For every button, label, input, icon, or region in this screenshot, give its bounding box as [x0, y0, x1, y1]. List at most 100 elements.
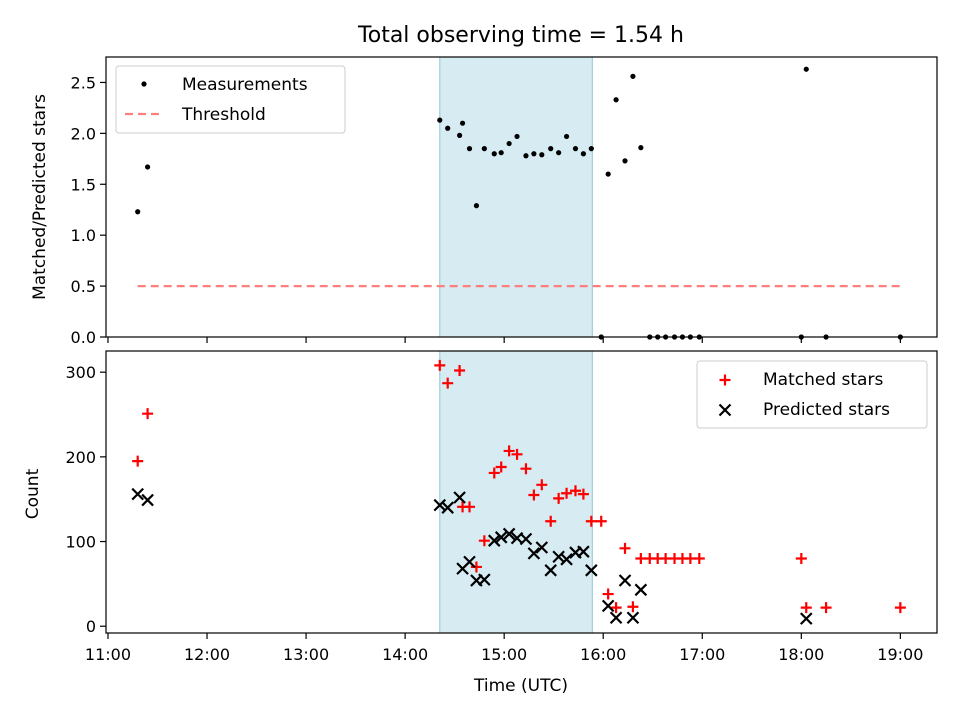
measurement-point	[588, 146, 594, 152]
predicted-stars-point	[799, 612, 813, 625]
predicted-stars-point	[487, 534, 501, 547]
measurement-point	[445, 125, 451, 131]
matched-stars-point	[693, 552, 705, 564]
measurement-point	[144, 164, 151, 170]
top-panel-frame	[105, 56, 938, 338]
measurement-point	[630, 73, 636, 79]
measurement-point	[580, 151, 587, 157]
predicted-stars-point	[618, 574, 632, 587]
y-tick-label: 2.5	[71, 73, 96, 92]
bottom-panel-marks	[131, 359, 906, 625]
y-tick-label: 0	[86, 617, 96, 636]
measurement-point	[506, 140, 512, 147]
predicted-stars-point	[527, 547, 541, 560]
bottom-panel-y-ticks: 0 100 200 300	[65, 363, 106, 636]
measurement-point	[491, 151, 497, 157]
bottom-panel-ylabel: Count	[23, 468, 43, 519]
top-panel: 0.0 0.5 1.0 1.5 2.0 2.5 Matched/Predicted sta…	[30, 56, 938, 347]
bottom-panel-shaded-interval	[439, 350, 593, 634]
measurement-point	[531, 151, 537, 157]
predicted-stars-point	[552, 550, 565, 564]
bottom-panel-legend: Matched stars Predicted stars	[696, 360, 928, 429]
measurement-point	[135, 209, 141, 215]
x-tick-label: 18:00	[778, 645, 824, 664]
predicted-stars-point	[626, 611, 640, 625]
predicted-stars-point	[535, 541, 549, 554]
matched-stars-point	[528, 489, 540, 501]
predicted-stars-point	[544, 564, 557, 577]
legend-swatch	[719, 374, 731, 386]
y-tick-label: 2.0	[71, 124, 96, 143]
x-tick-label: 13:00	[283, 645, 329, 664]
matched-stars-point	[434, 359, 446, 371]
predicted-stars-point	[141, 493, 154, 507]
predicted-stars-point	[585, 564, 598, 577]
matched-stars-point	[585, 515, 597, 527]
legend-swatch	[718, 403, 732, 417]
x-tick-label: 15:00	[481, 645, 527, 664]
predicted-stars-point	[494, 531, 508, 544]
matched-stars-point	[561, 487, 573, 499]
bottom-panel-frame	[105, 350, 938, 634]
measurement-point	[514, 133, 520, 140]
matched-stars-point	[464, 501, 476, 513]
measurement-point	[481, 146, 487, 152]
legend-swatch	[141, 81, 147, 87]
measurement-point	[572, 146, 579, 152]
bottom-panel: 0 100 200 300 11:00 12:00 13:00 14:00 15:00 16:0…	[23, 350, 938, 664]
matched-stars-point	[800, 602, 812, 614]
measurement-point	[459, 120, 466, 126]
matched-stars-point	[454, 364, 466, 376]
predicted-stars-point	[463, 555, 476, 569]
x-axis-label: Time (UTC)	[473, 676, 568, 696]
predicted-stars-point	[577, 545, 590, 558]
predicted-stars-point	[601, 599, 615, 613]
measurement-point	[466, 146, 473, 152]
legend-label: Threshold	[181, 105, 266, 125]
matched-stars-point	[478, 535, 490, 547]
y-tick-label: 1.0	[71, 226, 96, 245]
measurement-point	[523, 153, 529, 159]
y-tick-label: 100	[65, 533, 96, 552]
y-tick-label: 300	[65, 363, 96, 382]
measurement-point	[622, 158, 628, 164]
x-tick-label: 16:00	[580, 645, 626, 664]
top-panel-shaded-interval	[439, 56, 593, 338]
measurement-point	[473, 203, 480, 209]
measurement-point	[605, 171, 611, 177]
matched-stars-point	[602, 588, 614, 600]
matched-stars-point	[894, 602, 906, 614]
matched-stars-point	[488, 467, 500, 479]
matched-stars-point	[553, 492, 565, 504]
legend-label: Measurements	[182, 75, 308, 95]
matched-stars-point	[595, 515, 607, 527]
predicted-stars-point	[609, 611, 623, 625]
measurement-point	[498, 150, 504, 156]
bottom-panel-x-ticks: 11:00 12:00 13:00 14:00 15:00 16:00 17:00 18:00…	[85, 633, 923, 664]
y-tick-label: 200	[65, 448, 96, 467]
matched-stars-point	[495, 461, 507, 473]
matched-stars-point	[577, 488, 589, 500]
x-tick-label: 12:00	[184, 645, 230, 664]
top-panel-legend: Measurements Threshold	[115, 65, 346, 134]
matched-stars-point	[610, 602, 622, 614]
matched-stars-point	[820, 602, 832, 614]
matched-stars-point	[627, 601, 639, 613]
matched-stars-point	[795, 552, 807, 564]
predicted-stars-point	[560, 553, 573, 566]
predicted-stars-point	[519, 532, 533, 546]
measurement-point	[456, 132, 463, 138]
predicted-stars-point	[502, 527, 516, 541]
y-tick-label: 0.5	[71, 277, 96, 296]
x-tick-label: 19:00	[877, 645, 923, 664]
measurement-point	[556, 150, 562, 156]
measurement-point	[539, 152, 545, 158]
figure-title: Total observing time = 1.54 h	[357, 23, 684, 48]
measurement-point	[548, 146, 554, 152]
x-tick-label: 14:00	[382, 645, 428, 664]
predicted-stars-point	[634, 583, 648, 597]
measurement-point	[563, 133, 570, 140]
matched-stars-point	[511, 448, 523, 460]
predicted-stars-point	[453, 491, 466, 504]
